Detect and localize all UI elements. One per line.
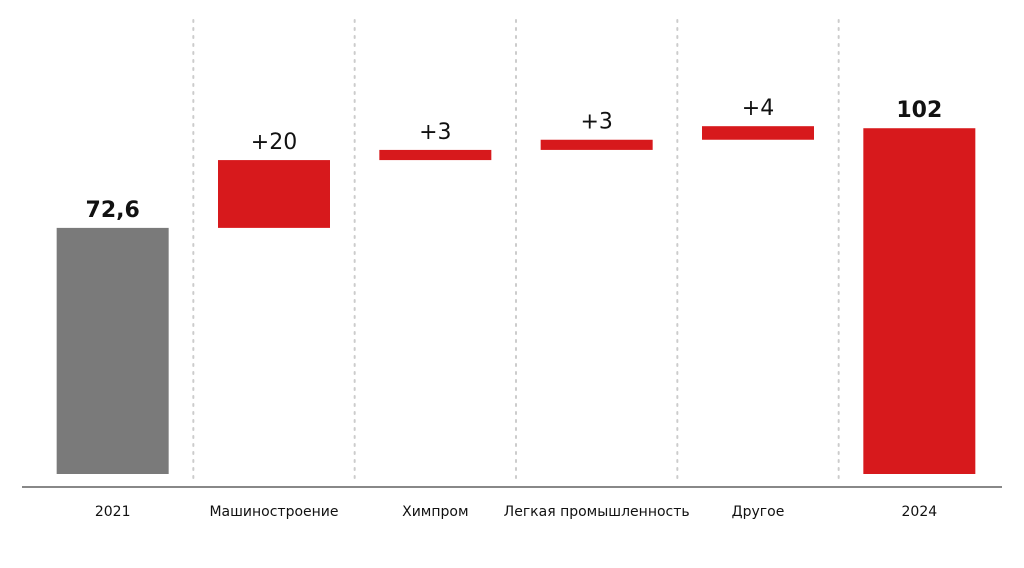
total-bar <box>56 227 169 474</box>
increase-bar <box>218 160 330 228</box>
category-label: 2024 <box>902 504 938 520</box>
category-labels: 2021 Машиностроение Химпром Легкая промышле… <box>95 504 937 520</box>
category-label: Легкая промышленность <box>504 504 690 520</box>
data-label: +20 <box>251 130 297 155</box>
category-label: Машиностроение <box>209 504 338 520</box>
separator-lines <box>192 19 840 484</box>
category-label: 2021 <box>95 504 131 520</box>
data-label: +3 <box>419 120 451 145</box>
value-labels: 72,6 +20 +3 +3 +4 102 <box>86 96 943 223</box>
data-label: +4 <box>742 96 774 121</box>
category-label: Другое <box>732 504 785 520</box>
category-label: Химпром <box>402 504 468 520</box>
total-bar <box>863 128 976 474</box>
increase-bar <box>702 126 814 140</box>
bars <box>56 126 976 474</box>
data-label: 102 <box>896 98 942 123</box>
data-label: 72,6 <box>86 198 140 223</box>
increase-bar <box>540 139 653 150</box>
increase-bar <box>379 149 492 161</box>
data-label: +3 <box>580 110 612 135</box>
